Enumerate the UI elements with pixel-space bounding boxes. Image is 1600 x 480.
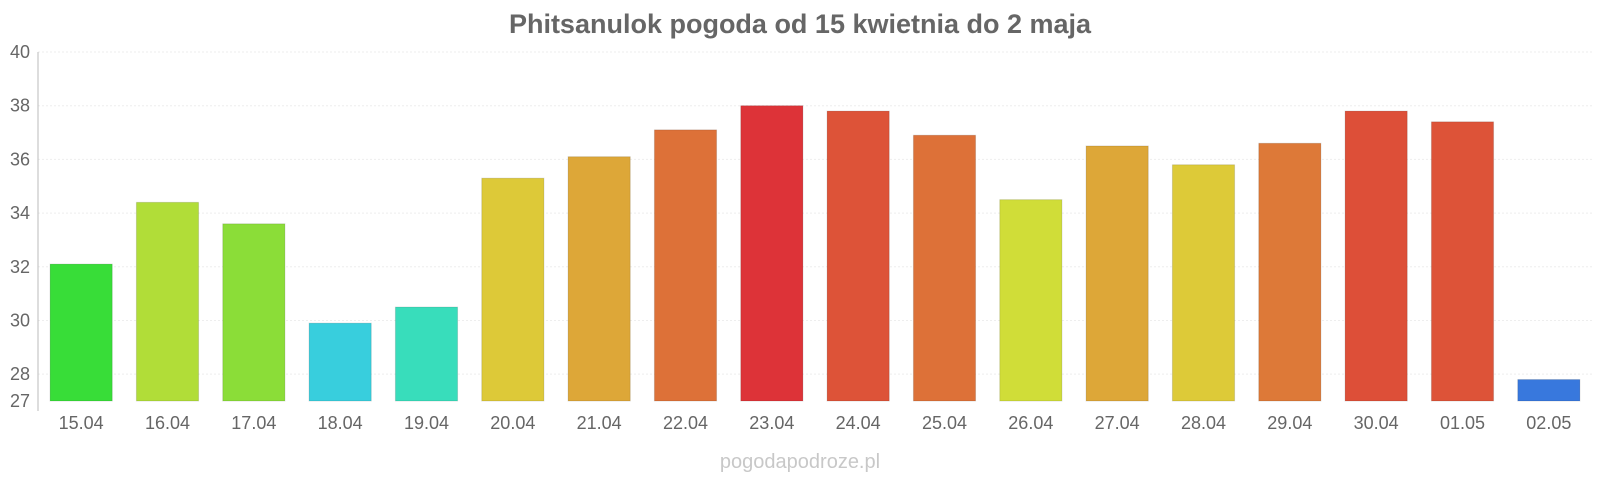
bar-30.04[interactable] — [1344, 110, 1408, 402]
x-tick-label: 26.04 — [1008, 413, 1053, 433]
bar-28.04[interactable] — [1171, 164, 1236, 402]
grid-lines — [38, 51, 1592, 375]
x-tick-label: 21.04 — [577, 413, 622, 433]
x-tick-label: 23.04 — [749, 413, 794, 433]
bar-25.04[interactable] — [912, 134, 977, 402]
x-tick-label: 19.04 — [404, 413, 449, 433]
bar-20.04[interactable] — [481, 177, 545, 402]
x-tick-label: 25.04 — [922, 413, 967, 433]
bar-26.04[interactable] — [999, 199, 1063, 402]
x-tick-label: 17.04 — [231, 413, 276, 433]
bar-01.05[interactable] — [1430, 121, 1495, 402]
x-axis-ticks: 15.04 16.04 17.04 18.04 19.04 20.04 21.04 22.04… — [59, 413, 1572, 433]
y-tick-label: 27 — [10, 391, 30, 411]
y-tick-label: 30 — [10, 310, 30, 330]
y-tick-label: 28 — [10, 364, 30, 384]
y-tick-label: 34 — [10, 203, 30, 223]
x-tick-label: 01.05 — [1440, 413, 1485, 433]
x-tick-label: 30.04 — [1354, 413, 1399, 433]
x-tick-label: 29.04 — [1267, 413, 1312, 433]
bars — [49, 105, 1581, 402]
bar-23.04[interactable] — [740, 105, 804, 402]
bar-21.04[interactable] — [567, 156, 631, 402]
bar-18.04[interactable] — [308, 322, 372, 402]
bar-27.04[interactable] — [1085, 145, 1149, 402]
bar-16.04[interactable] — [135, 201, 200, 402]
bar-24.04[interactable] — [826, 110, 890, 402]
x-tick-label: 15.04 — [59, 413, 104, 433]
bar-29.04[interactable] — [1258, 142, 1322, 402]
bar-02.05[interactable] — [1517, 379, 1581, 402]
x-tick-label: 27.04 — [1095, 413, 1140, 433]
x-tick-label: 02.05 — [1526, 413, 1571, 433]
chart-title: Phitsanulok pogoda od 15 kwietnia do 2 m… — [509, 9, 1092, 39]
x-tick-label: 18.04 — [318, 413, 363, 433]
y-tick-label: 36 — [10, 149, 30, 169]
x-tick-label: 22.04 — [663, 413, 708, 433]
bar-19.04[interactable] — [394, 306, 459, 402]
bar-17.04[interactable] — [222, 223, 286, 402]
x-tick-label: 20.04 — [490, 413, 535, 433]
x-tick-label: 24.04 — [836, 413, 881, 433]
bar-22.04[interactable] — [653, 129, 718, 402]
y-tick-label: 40 — [10, 42, 30, 62]
watermark: pogodapodroze.pl — [720, 451, 880, 473]
x-tick-label: 28.04 — [1181, 413, 1226, 433]
y-tick-label: 32 — [10, 257, 30, 277]
y-axis-ticks: 27 28 30 32 34 36 38 40 — [10, 42, 30, 411]
x-tick-label: 16.04 — [145, 413, 190, 433]
bar-15.04[interactable] — [49, 263, 113, 402]
y-tick-label: 38 — [10, 96, 30, 116]
